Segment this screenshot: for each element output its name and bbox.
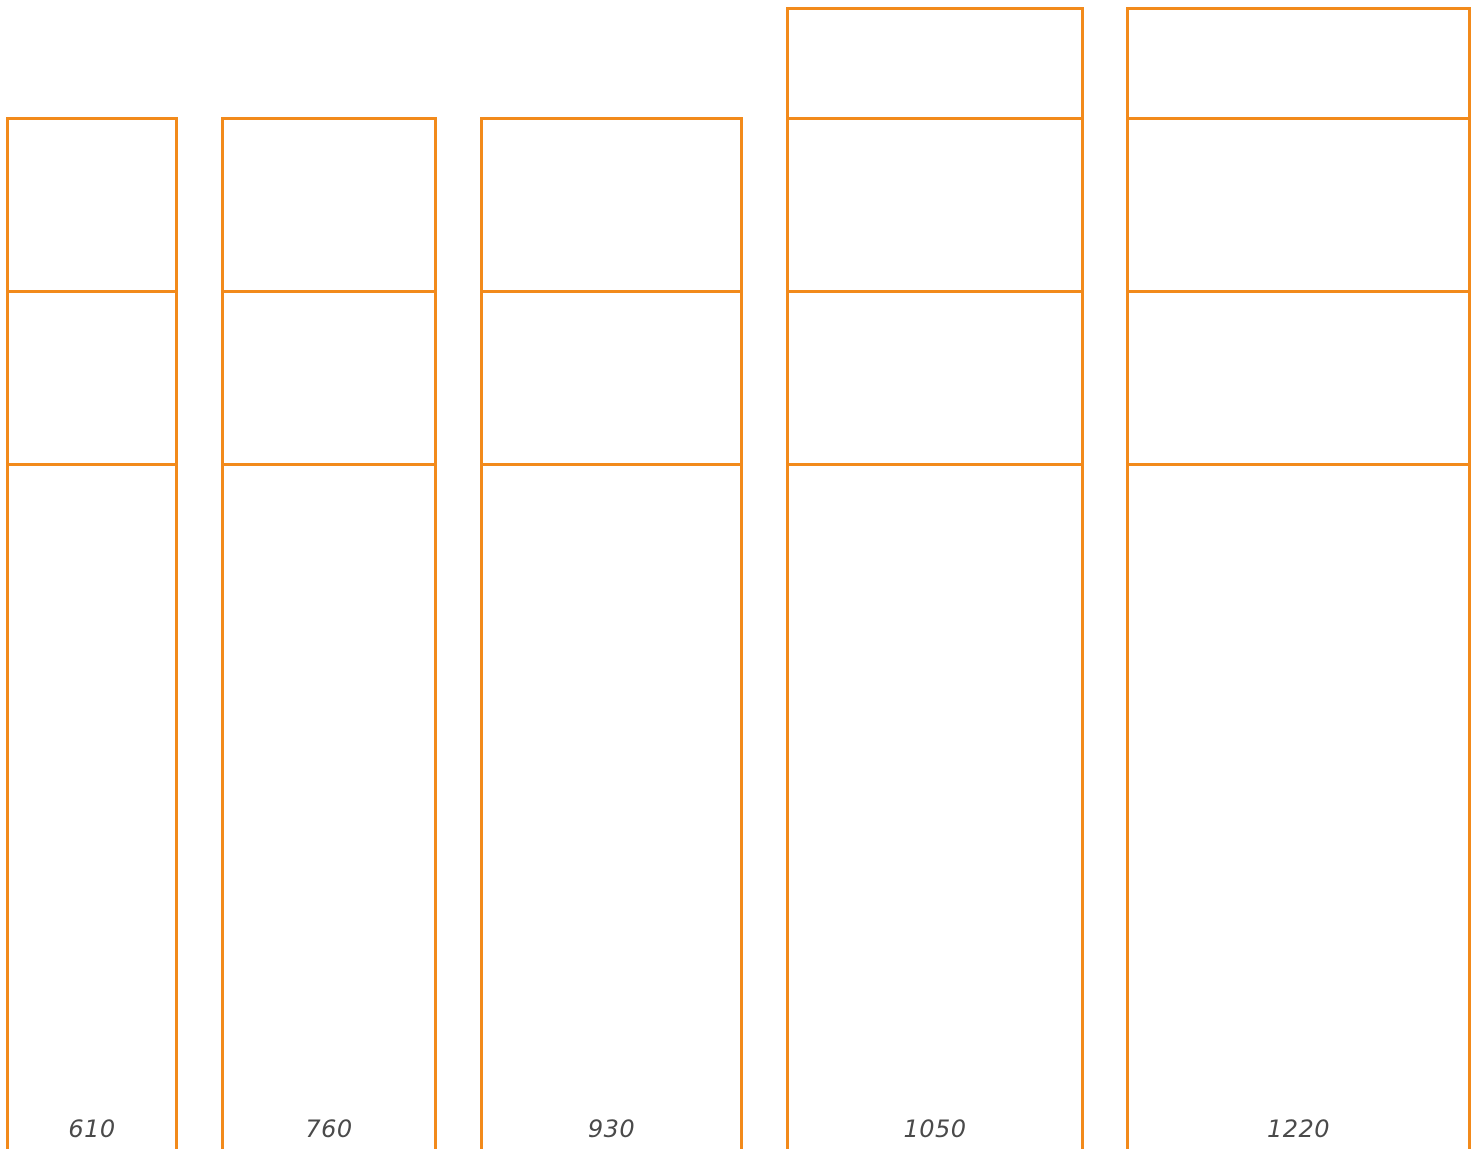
unit-width-label: 1220 (1266, 1115, 1331, 1143)
unit-width-label: 610 (68, 1115, 116, 1143)
shelf-compartment (6, 117, 178, 292)
unit-width-label: 760 (305, 1115, 353, 1143)
shelf-compartment (786, 290, 1084, 466)
shelf-compartment-bottom (221, 463, 437, 1149)
shelf-compartment (480, 117, 743, 292)
shelf-compartment-bottom (1126, 463, 1471, 1149)
shelf-compartment (1126, 117, 1471, 292)
shelf-compartment (221, 117, 437, 292)
shelf-compartment-bottom (6, 463, 178, 1149)
unit-width-label: 930 (587, 1115, 636, 1143)
unit-930: 930 (480, 0, 743, 1149)
shelf-compartment (6, 290, 178, 466)
unit-760: 760 (221, 0, 437, 1149)
shelf-compartment (1126, 290, 1471, 466)
unit-610: 610 (6, 0, 178, 1149)
shelf-compartment-bottom (480, 463, 743, 1149)
shelf-compartment (786, 117, 1084, 292)
shelf-compartment-top (1126, 7, 1471, 119)
shelf-compartment-bottom (786, 463, 1084, 1149)
shelf-compartment (480, 290, 743, 466)
shelf-compartment-top (786, 7, 1084, 119)
unit-1050: 1050 (786, 0, 1084, 1149)
unit-width-label: 1050 (903, 1115, 967, 1143)
shelf-compartment (221, 290, 437, 466)
unit-1220: 1220 (1126, 0, 1471, 1149)
